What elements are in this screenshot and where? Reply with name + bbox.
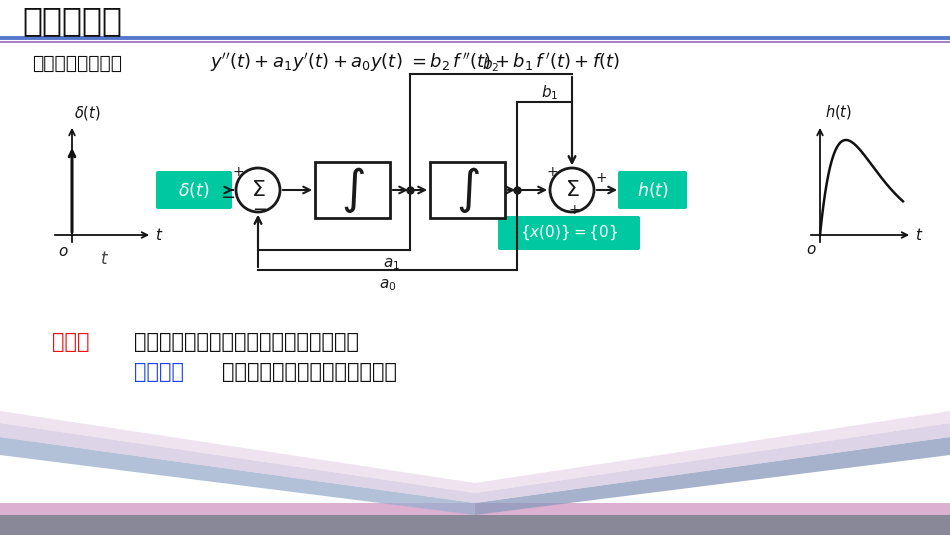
Text: −: − xyxy=(253,201,268,219)
Text: 复习回顾：: 复习回顾： xyxy=(22,4,122,37)
FancyBboxPatch shape xyxy=(618,171,687,209)
Text: $a_1$: $a_1$ xyxy=(384,256,401,272)
Text: $\Sigma$: $\Sigma$ xyxy=(251,180,265,200)
Text: $\int$: $\int$ xyxy=(340,165,365,215)
Text: −: − xyxy=(220,189,236,207)
FancyBboxPatch shape xyxy=(156,171,232,209)
Polygon shape xyxy=(0,515,950,535)
Text: $\Sigma$: $\Sigma$ xyxy=(564,180,580,200)
Text: $\delta(t)$: $\delta(t)$ xyxy=(74,104,101,122)
Text: $b_1$: $b_1$ xyxy=(541,83,559,102)
Text: $\int$: $\int$ xyxy=(456,165,480,215)
FancyBboxPatch shape xyxy=(498,216,640,250)
Text: $h(t)$: $h(t)$ xyxy=(825,103,852,121)
Text: $t$: $t$ xyxy=(915,227,923,243)
Text: 的系统零状态响应有什么特点？: 的系统零状态响应有什么特点？ xyxy=(222,362,397,382)
Polygon shape xyxy=(475,411,950,493)
Text: $h(t)$: $h(t)$ xyxy=(636,180,669,200)
Text: 求解常微分方程：: 求解常微分方程： xyxy=(32,54,122,73)
Text: $y''(t) + a_1y'(t) + a_0y(t)\ =b_2\,f\,''(t) + b_1\,f\,'(t) + f(t)$: $y''(t) + a_1y'(t) + a_0y(t)\ =b_2\,f\,'… xyxy=(210,51,620,74)
Text: 阶跃信号: 阶跃信号 xyxy=(134,362,184,382)
Text: +: + xyxy=(568,203,580,217)
Text: $a_0$: $a_0$ xyxy=(379,277,396,293)
Text: +: + xyxy=(546,165,558,179)
Bar xyxy=(430,162,505,218)
Text: +: + xyxy=(232,165,244,179)
Polygon shape xyxy=(0,503,950,515)
Text: 冲激信号的系统零状态响应有什么特点？: 冲激信号的系统零状态响应有什么特点？ xyxy=(134,332,359,352)
Polygon shape xyxy=(0,423,475,503)
Bar xyxy=(315,162,390,218)
Text: $b_2$: $b_2$ xyxy=(483,56,500,74)
Polygon shape xyxy=(0,437,475,515)
Polygon shape xyxy=(0,411,475,493)
Text: $o$: $o$ xyxy=(58,243,68,258)
Text: $t$: $t$ xyxy=(155,227,163,243)
Text: +: + xyxy=(596,171,607,185)
Text: $t$: $t$ xyxy=(100,250,109,268)
Text: $\delta(t)$: $\delta(t)$ xyxy=(179,180,210,200)
Text: 问题：: 问题： xyxy=(52,332,89,352)
Polygon shape xyxy=(475,423,950,503)
Text: $\{x(0)\}=\{0\}$: $\{x(0)\}=\{0\}$ xyxy=(520,224,618,242)
Polygon shape xyxy=(475,437,950,515)
Text: $o$: $o$ xyxy=(806,241,817,256)
